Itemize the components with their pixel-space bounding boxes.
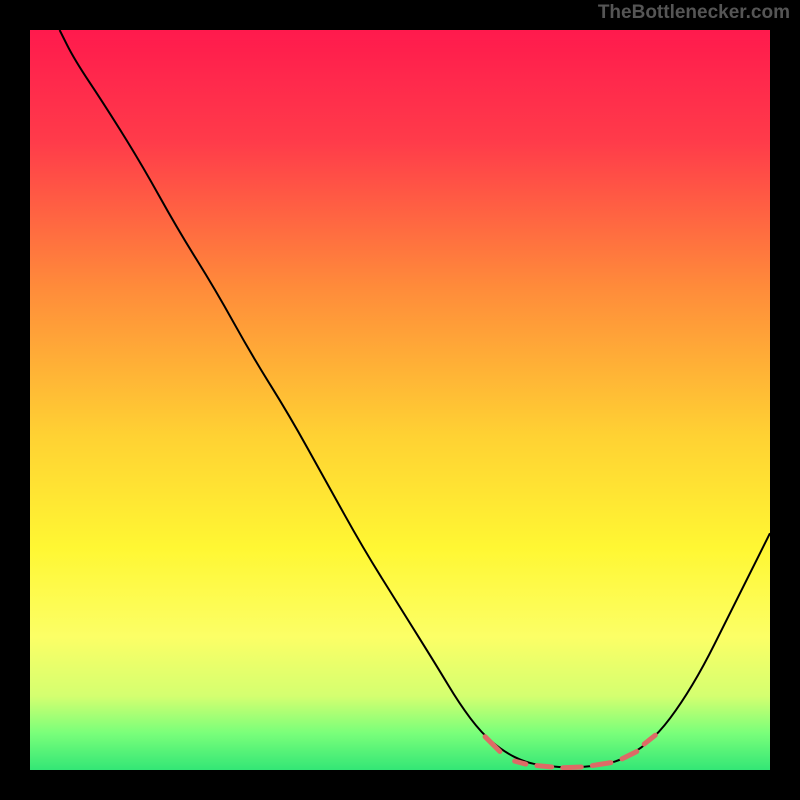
chart-area — [30, 30, 770, 770]
highlight-segment — [537, 766, 552, 767]
highlight-segment — [592, 763, 611, 766]
bottleneck-curve-chart — [30, 30, 770, 770]
highlight-segment — [515, 761, 526, 764]
watermark-text: TheBottlenecker.com — [598, 2, 790, 24]
chart-container: TheBottlenecker.com — [0, 0, 800, 800]
gradient-background — [30, 30, 770, 770]
highlight-segment — [563, 767, 582, 768]
